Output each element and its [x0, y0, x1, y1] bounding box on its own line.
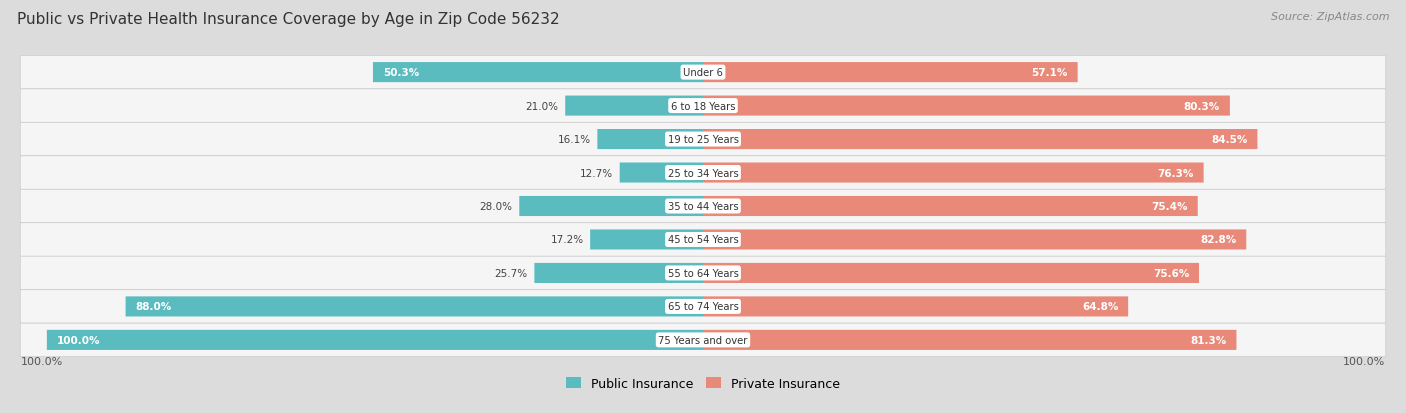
- FancyBboxPatch shape: [20, 157, 1386, 190]
- Text: 84.5%: 84.5%: [1211, 135, 1247, 145]
- Text: 64.8%: 64.8%: [1083, 301, 1118, 312]
- FancyBboxPatch shape: [20, 223, 1386, 256]
- FancyBboxPatch shape: [703, 297, 1128, 317]
- FancyBboxPatch shape: [703, 163, 1204, 183]
- FancyBboxPatch shape: [703, 63, 1077, 83]
- Text: 17.2%: 17.2%: [551, 235, 583, 245]
- FancyBboxPatch shape: [565, 96, 703, 116]
- Text: Under 6: Under 6: [683, 68, 723, 78]
- FancyBboxPatch shape: [703, 197, 1198, 216]
- Text: 75.4%: 75.4%: [1152, 202, 1188, 211]
- Text: 80.3%: 80.3%: [1184, 101, 1220, 112]
- FancyBboxPatch shape: [20, 56, 1386, 90]
- Text: 100.0%: 100.0%: [21, 356, 63, 366]
- FancyBboxPatch shape: [703, 96, 1230, 116]
- Text: 45 to 54 Years: 45 to 54 Years: [668, 235, 738, 245]
- Text: 81.3%: 81.3%: [1191, 335, 1226, 345]
- Legend: Public Insurance, Private Insurance: Public Insurance, Private Insurance: [561, 372, 845, 395]
- FancyBboxPatch shape: [620, 163, 703, 183]
- FancyBboxPatch shape: [598, 130, 703, 150]
- Text: 35 to 44 Years: 35 to 44 Years: [668, 202, 738, 211]
- FancyBboxPatch shape: [125, 297, 703, 317]
- Text: 16.1%: 16.1%: [558, 135, 591, 145]
- FancyBboxPatch shape: [519, 197, 703, 216]
- FancyBboxPatch shape: [703, 330, 1236, 350]
- Text: 21.0%: 21.0%: [526, 101, 558, 112]
- FancyBboxPatch shape: [703, 130, 1257, 150]
- FancyBboxPatch shape: [20, 290, 1386, 323]
- Text: 28.0%: 28.0%: [479, 202, 513, 211]
- Text: 75.6%: 75.6%: [1153, 268, 1189, 278]
- Text: 6 to 18 Years: 6 to 18 Years: [671, 101, 735, 112]
- FancyBboxPatch shape: [20, 256, 1386, 290]
- Text: 88.0%: 88.0%: [135, 301, 172, 312]
- Text: 100.0%: 100.0%: [56, 335, 100, 345]
- Text: 50.3%: 50.3%: [382, 68, 419, 78]
- FancyBboxPatch shape: [373, 63, 703, 83]
- FancyBboxPatch shape: [703, 230, 1246, 250]
- FancyBboxPatch shape: [20, 323, 1386, 357]
- Text: 65 to 74 Years: 65 to 74 Years: [668, 301, 738, 312]
- Text: 76.3%: 76.3%: [1157, 168, 1194, 178]
- FancyBboxPatch shape: [46, 330, 703, 350]
- Text: 19 to 25 Years: 19 to 25 Years: [668, 135, 738, 145]
- Text: 12.7%: 12.7%: [581, 168, 613, 178]
- Text: 25.7%: 25.7%: [495, 268, 527, 278]
- Text: 57.1%: 57.1%: [1032, 68, 1067, 78]
- Text: Public vs Private Health Insurance Coverage by Age in Zip Code 56232: Public vs Private Health Insurance Cover…: [17, 12, 560, 27]
- Text: 55 to 64 Years: 55 to 64 Years: [668, 268, 738, 278]
- Text: 82.8%: 82.8%: [1201, 235, 1236, 245]
- FancyBboxPatch shape: [703, 263, 1199, 283]
- FancyBboxPatch shape: [534, 263, 703, 283]
- FancyBboxPatch shape: [20, 190, 1386, 223]
- FancyBboxPatch shape: [20, 123, 1386, 157]
- FancyBboxPatch shape: [20, 90, 1386, 123]
- Text: 75 Years and over: 75 Years and over: [658, 335, 748, 345]
- Text: 25 to 34 Years: 25 to 34 Years: [668, 168, 738, 178]
- FancyBboxPatch shape: [591, 230, 703, 250]
- Text: 100.0%: 100.0%: [1343, 356, 1385, 366]
- Text: Source: ZipAtlas.com: Source: ZipAtlas.com: [1271, 12, 1389, 22]
